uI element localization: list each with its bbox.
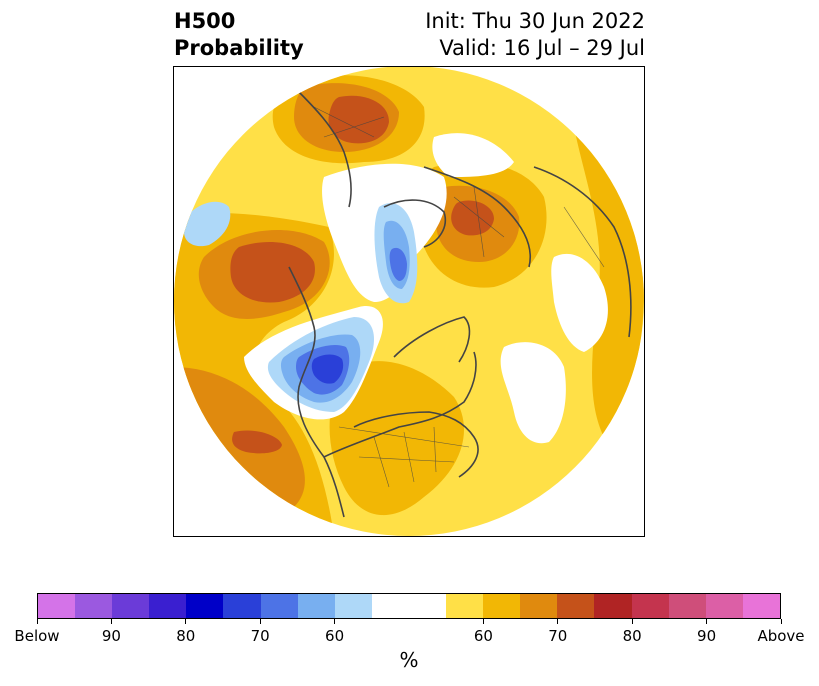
- colorbar-tick-label: 90: [697, 627, 717, 645]
- valid-period: Valid: 16 Jul – 29 Jul: [439, 36, 645, 60]
- colorbar-tick-mark: [631, 619, 633, 624]
- colorbar-segment: [75, 594, 113, 618]
- above-75-region-pacific: [230, 242, 315, 303]
- colorbar-tick-label: 60: [473, 627, 493, 645]
- title-product: Probability: [174, 36, 304, 60]
- init-date: Init: Thu 30 Jun 2022: [425, 9, 645, 33]
- colorbar-tick-mark: [780, 619, 782, 624]
- neutral-region-east: [551, 253, 608, 352]
- colorbar-segment: [408, 594, 447, 618]
- colorbar-segment: [112, 594, 150, 618]
- colorbar-tick-label: Below: [14, 627, 60, 645]
- colorbar-segment: [297, 594, 335, 618]
- chart-title: H500 Probability: [174, 8, 304, 62]
- colorbar-tick-label: 60: [325, 627, 345, 645]
- colorbar-tick-label: 80: [176, 627, 196, 645]
- title-variable: H500: [174, 9, 236, 33]
- colorbar-segment: [594, 594, 632, 618]
- colorbar-unit-label: %: [399, 648, 419, 672]
- colorbar-segment: [483, 594, 521, 618]
- colorbar: [37, 593, 781, 619]
- probability-map: [174, 67, 644, 536]
- colorbar-tick-mark: [185, 619, 187, 624]
- map-frame: [173, 66, 645, 537]
- colorbar-tick-label: 80: [622, 627, 642, 645]
- colorbar-tick-label: 70: [548, 627, 568, 645]
- chart-dates: Init: Thu 30 Jun 2022 Valid: 16 Jul – 29…: [425, 8, 645, 62]
- colorbar-tick-mark: [334, 619, 336, 624]
- coastlines: [288, 86, 632, 518]
- borders: [313, 106, 605, 488]
- colorbar-segment: [520, 594, 558, 618]
- colorbar-segment: [668, 594, 706, 618]
- colorbar-tick-mark: [259, 619, 261, 624]
- below-60-region-pacific: [184, 201, 231, 247]
- colorbar-segment: [38, 594, 76, 618]
- above-75-region-siberia: [451, 200, 494, 236]
- colorbar-tick-mark: [482, 619, 484, 624]
- probability-field: [174, 67, 644, 536]
- colorbar-tick-mark: [557, 619, 559, 624]
- colorbar-segment: [149, 594, 187, 618]
- above-75-region-europe: [328, 95, 389, 144]
- colorbar-tick-mark: [110, 619, 112, 624]
- colorbar-segment: [260, 594, 298, 618]
- colorbar-segment: [742, 594, 780, 618]
- colorbar-segment: [186, 594, 224, 618]
- colorbar-segment: [446, 594, 484, 618]
- below-75-region-canada: [311, 354, 344, 384]
- above-65-region-atlantic-na: [329, 361, 464, 516]
- above-75-region-gulf: [232, 430, 282, 454]
- colorbar-tick-mark: [706, 619, 708, 624]
- colorbar-segment: [223, 594, 261, 618]
- colorbar-tick-label: Above: [757, 627, 805, 645]
- colorbar-segment: [631, 594, 669, 618]
- colorbar-segment: [705, 594, 743, 618]
- colorbar-segment: [371, 594, 409, 618]
- colorbar-segment: [334, 594, 372, 618]
- below-70-region-arctic: [389, 247, 407, 281]
- colorbar-tick-mark: [36, 619, 38, 624]
- colorbar-segment: [557, 594, 595, 618]
- neutral-region-scandinavia: [432, 133, 514, 177]
- colorbar-tick-label: 70: [250, 627, 270, 645]
- colorbar-tick-label: 90: [101, 627, 121, 645]
- neutral-region-atlantic: [500, 342, 566, 444]
